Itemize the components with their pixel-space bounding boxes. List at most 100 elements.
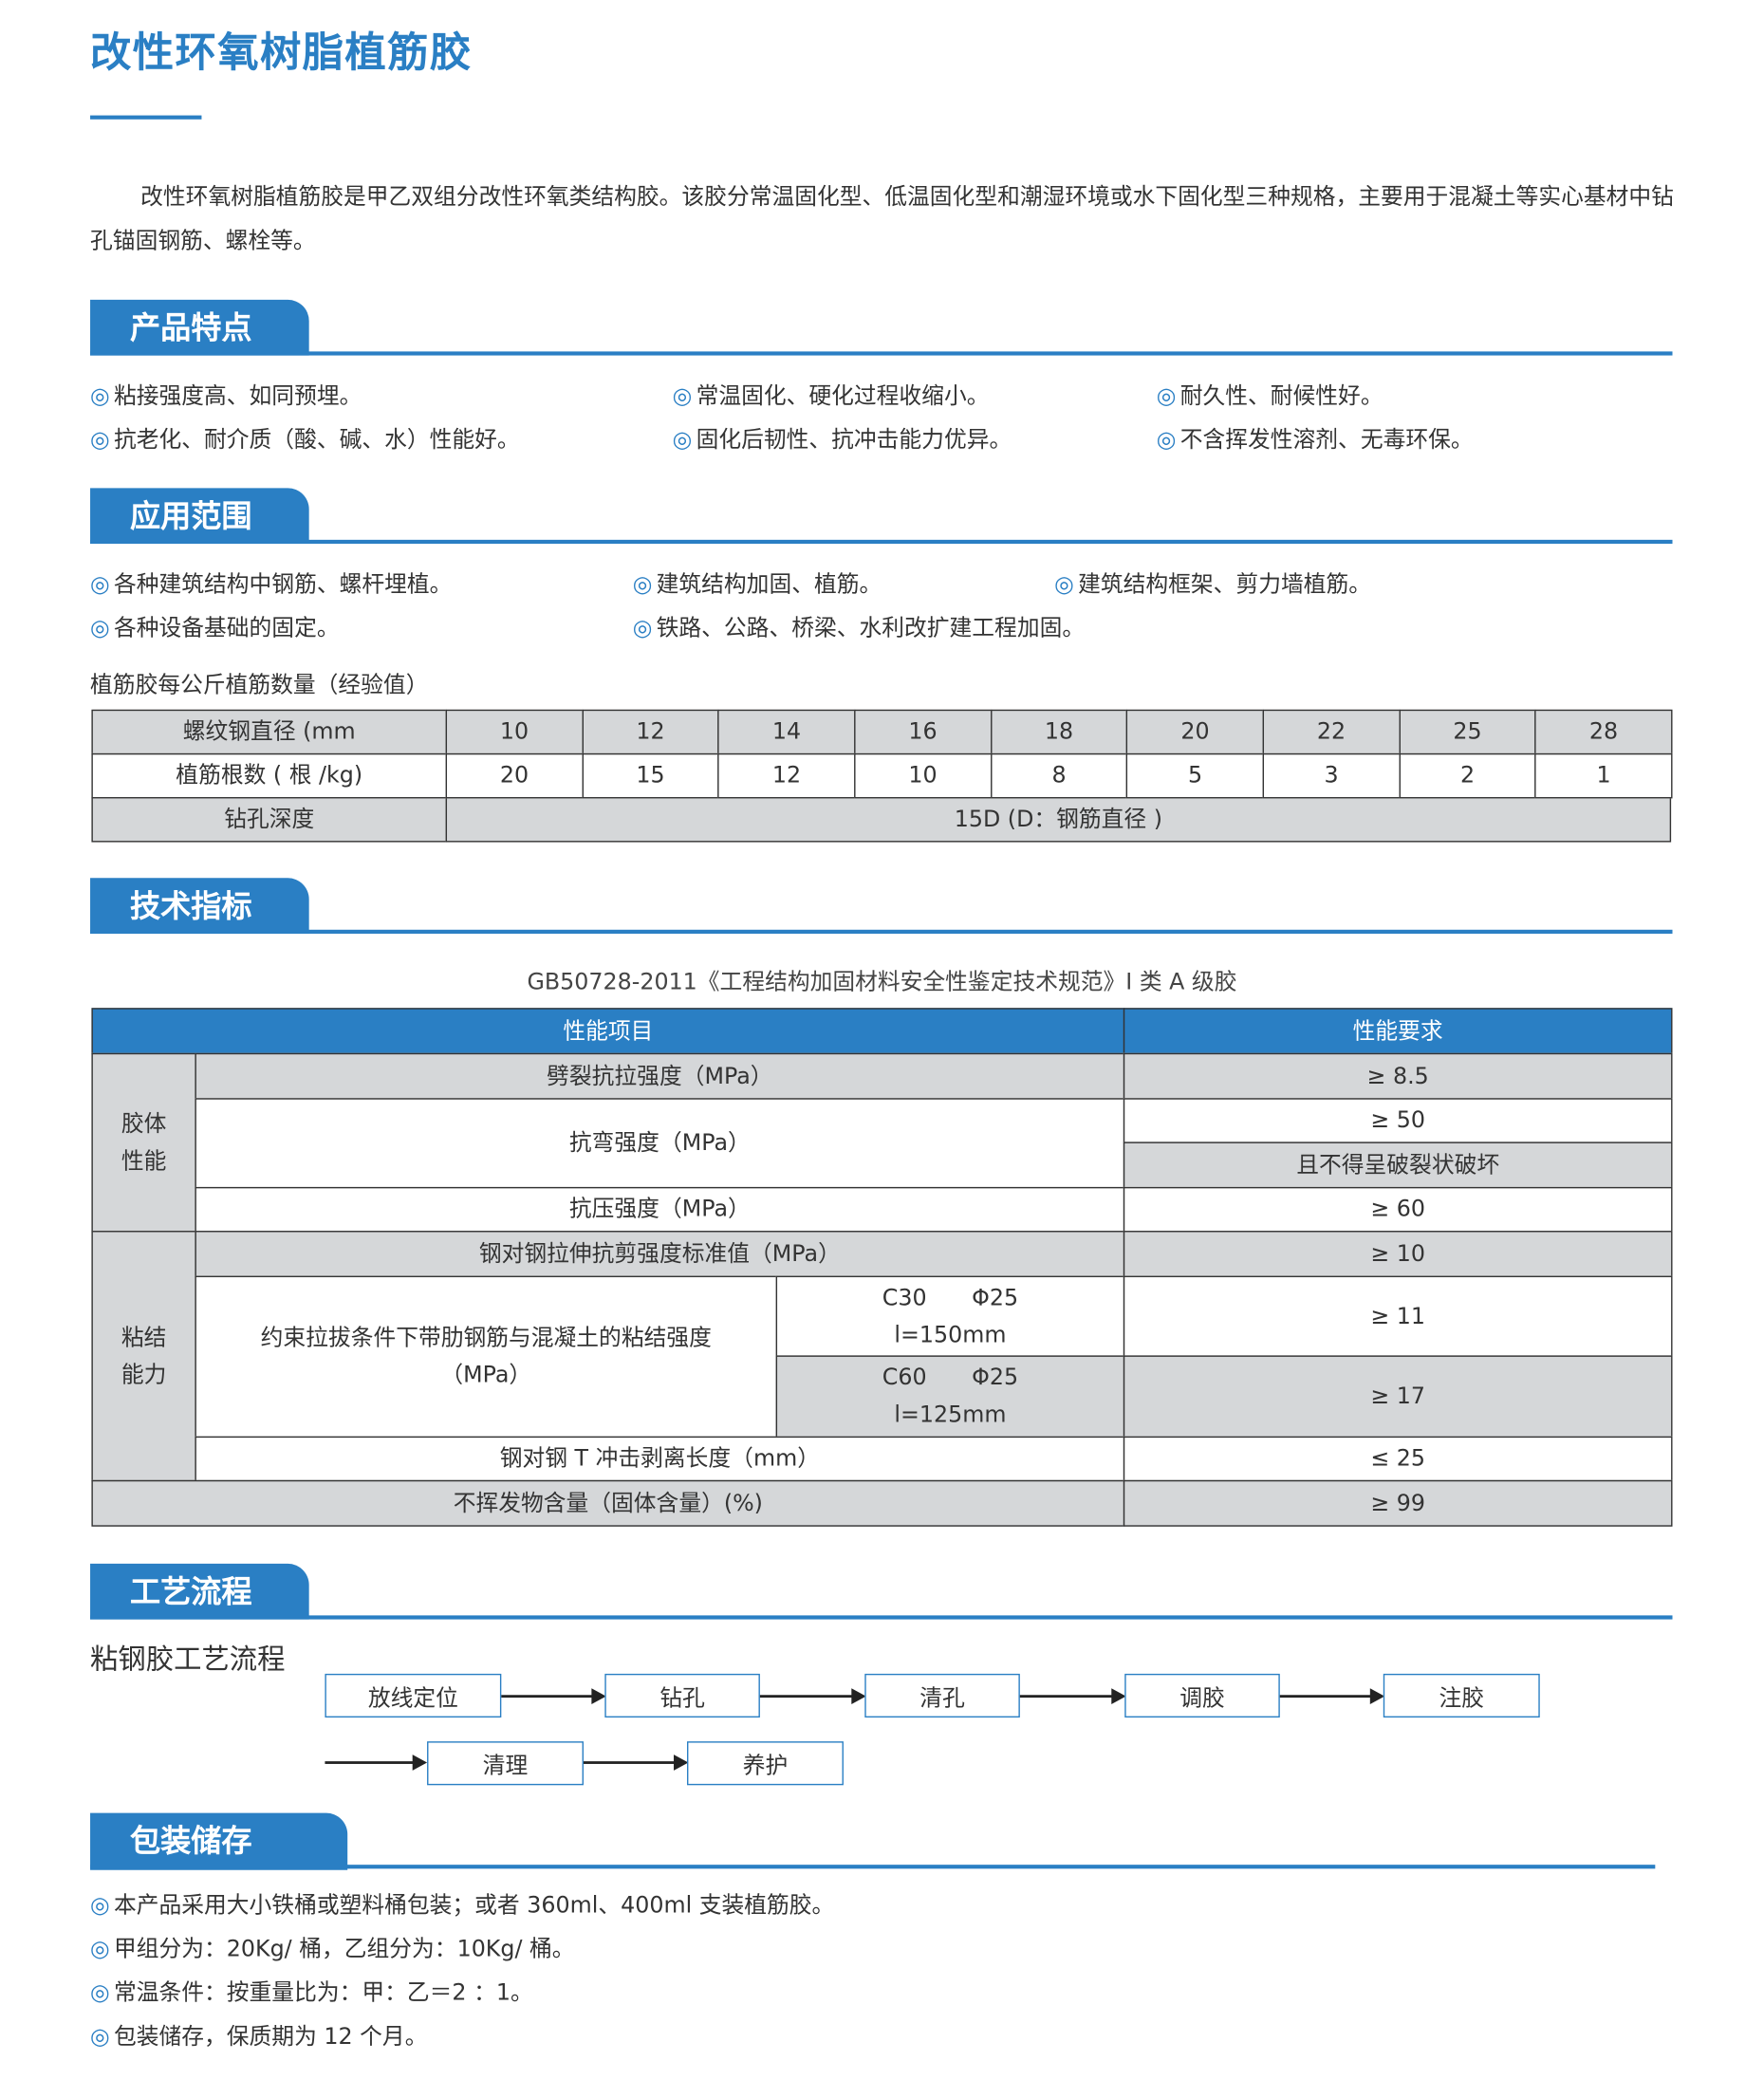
circle-bullet-icon: ◎	[90, 1979, 110, 2007]
diameter-cell: 10	[445, 709, 584, 755]
count-cell: 1	[1534, 752, 1673, 799]
circle-bullet-icon: ◎	[90, 1936, 110, 1963]
arrow-right-icon	[759, 1688, 866, 1705]
rebar-table-title: 植筋胶每公斤植筋数量（经验值）	[90, 672, 429, 699]
feature-item: ◎ 粘接强度高、如同预埋。	[90, 382, 362, 410]
page-title: 改性环氧树脂植筋胶	[90, 28, 473, 78]
row-label: 螺纹钢直径 (mm	[91, 709, 448, 755]
spec-condition: C60 Φ25 l=125mm	[775, 1355, 1125, 1439]
spec-item: 钢对钢 T 冲击剥离长度（mm）	[195, 1436, 1125, 1482]
packaging-item: ◎ 包装储存，保质期为 12 个月。	[90, 2023, 428, 2051]
spec-caption: GB50728-2011《工程结构加固材料安全性鉴定技术规范》I 类 A 级胶	[527, 969, 1237, 996]
spec-item: 不挥发物含量（固体含量）(%)	[91, 1479, 1125, 1527]
header-cell: 性能项目	[91, 1008, 1125, 1055]
circle-bullet-icon: ◎	[632, 615, 653, 642]
count-cell: 2	[1399, 752, 1536, 799]
flow-step: 钻孔	[604, 1673, 760, 1718]
title-underline	[90, 115, 202, 120]
arrow-right-icon	[325, 1755, 428, 1771]
row-label: 植筋根数 ( 根 /kg)	[91, 752, 448, 799]
spec-requirement: ≤ 25	[1123, 1436, 1673, 1482]
spec-item: 钢对钢拉伸抗剪强度标准值（MPa）	[195, 1231, 1125, 1277]
row-label: 钻孔深度	[91, 797, 448, 843]
feature-item: ◎ 抗老化、耐介质（酸、碱、水）性能好。	[90, 427, 520, 455]
circle-bullet-icon: ◎	[672, 382, 693, 410]
section-header-process: 工艺流程	[90, 1563, 1673, 1620]
section-divider	[90, 351, 1673, 356]
diameter-cell: 20	[1126, 709, 1264, 755]
flow-step: 清孔	[864, 1673, 1020, 1718]
spec-requirement: ≥ 99	[1123, 1479, 1673, 1527]
spec-requirement: ≥ 60	[1123, 1186, 1673, 1233]
section-divider	[90, 929, 1673, 934]
count-cell: 3	[1262, 752, 1401, 799]
spec-item: 约束拉拔条件下带肋钢筋与混凝土的粘结强度（MPa）	[195, 1275, 778, 1439]
section-title: 工艺流程	[90, 1563, 309, 1620]
spec-item: 劈裂抗拉强度（MPa）	[195, 1052, 1125, 1100]
section-title: 包装储存	[90, 1812, 348, 1870]
packaging-item: ◎ 本产品采用大小铁桶或塑料桶包装；或者 360ml、400ml 支装植筋胶。	[90, 1892, 835, 1920]
application-item: ◎ 各种建筑结构中钢筋、螺杆埋植。	[90, 571, 453, 599]
diameter-cell: 16	[854, 709, 992, 755]
circle-bullet-icon: ◎	[90, 615, 110, 642]
application-item: ◎ 建筑结构框架、剪力墙植筋。	[1054, 571, 1372, 599]
spec-requirement: ≥ 10	[1123, 1231, 1673, 1277]
application-item: ◎ 铁路、公路、桥梁、水利改扩建工程加固。	[632, 615, 1086, 642]
circle-bullet-icon: ◎	[1156, 382, 1177, 410]
flow-step: 放线定位	[325, 1673, 502, 1718]
header-cell: 性能要求	[1123, 1008, 1673, 1055]
section-header-applications: 应用范围	[90, 488, 1673, 545]
section-header-packaging: 包装储存	[90, 1812, 1656, 1870]
diameter-cell: 25	[1399, 709, 1536, 755]
circle-bullet-icon: ◎	[1054, 571, 1074, 599]
arrow-right-icon	[501, 1688, 606, 1705]
circle-bullet-icon: ◎	[90, 2023, 110, 2051]
process-subtitle: 粘钢胶工艺流程	[90, 1643, 286, 1676]
count-cell: 12	[717, 752, 856, 799]
flow-step: 调胶	[1124, 1673, 1280, 1718]
packaging-item: ◎ 甲组分为：20Kg/ 桶，乙组分为：10Kg/ 桶。	[90, 1936, 575, 1963]
section-title: 应用范围	[90, 488, 309, 545]
flow-step: 清理	[427, 1741, 584, 1786]
flow-step: 注胶	[1383, 1673, 1540, 1718]
spec-requirement: ≥ 8.5	[1123, 1052, 1673, 1100]
packaging-item: ◎ 常温条件：按重量比为：甲：乙＝2 ：1。	[90, 1979, 533, 2007]
group-label: 粘结 能力	[91, 1231, 196, 1482]
count-cell: 8	[990, 752, 1128, 799]
section-header-specs: 技术指标	[90, 878, 1673, 934]
section-divider	[90, 1615, 1673, 1620]
application-item: ◎ 各种设备基础的固定。	[90, 615, 340, 642]
feature-item: ◎ 不含挥发性溶剂、无毒环保。	[1156, 427, 1474, 455]
circle-bullet-icon: ◎	[90, 382, 110, 410]
circle-bullet-icon: ◎	[1156, 427, 1177, 455]
count-cell: 10	[854, 752, 992, 799]
circle-bullet-icon: ◎	[90, 1892, 110, 1920]
section-header-features: 产品特点	[90, 299, 1673, 356]
section-divider	[90, 1865, 1656, 1869]
spec-item: 抗压强度（MPa）	[195, 1186, 1125, 1233]
spec-requirement: 且不得呈破裂状破坏	[1123, 1142, 1673, 1189]
arrow-right-icon	[583, 1755, 689, 1771]
group-label: 胶体 性能	[91, 1052, 196, 1233]
arrow-right-icon	[1279, 1688, 1385, 1705]
arrow-right-icon	[1019, 1688, 1126, 1705]
spec-requirement: ≥ 17	[1123, 1355, 1673, 1439]
section-divider	[90, 539, 1673, 545]
diameter-cell: 18	[990, 709, 1128, 755]
section-title: 产品特点	[90, 299, 309, 356]
application-item: ◎ 建筑结构加固、植筋。	[632, 571, 882, 599]
circle-bullet-icon: ◎	[672, 427, 693, 455]
diameter-cell: 14	[717, 709, 856, 755]
circle-bullet-icon: ◎	[90, 571, 110, 599]
diameter-cell: 22	[1262, 709, 1401, 755]
count-cell: 20	[445, 752, 584, 799]
section-title: 技术指标	[90, 878, 309, 934]
count-cell: 15	[582, 752, 719, 799]
feature-item: ◎ 固化后韧性、抗冲击能力优异。	[672, 427, 1012, 455]
circle-bullet-icon: ◎	[90, 427, 110, 455]
flow-step: 养护	[687, 1741, 844, 1786]
feature-item: ◎ 耐久性、耐候性好。	[1156, 382, 1383, 410]
count-cell: 5	[1126, 752, 1264, 799]
diameter-cell: 28	[1534, 709, 1673, 755]
